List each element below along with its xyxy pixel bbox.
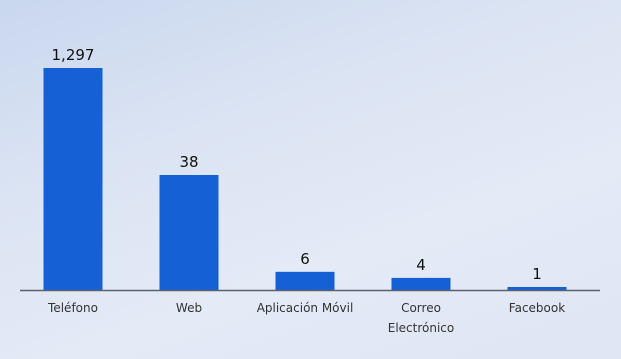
bar-4: [507, 286, 567, 290]
category-label-4: Facebook: [509, 301, 565, 315]
category-label-0: Teléfono: [47, 301, 98, 315]
value-label-3: 4: [416, 256, 426, 274]
category-label-4-line-0: Facebook: [509, 301, 565, 315]
category-label-3: Correo Electrónico: [388, 301, 455, 335]
bar-1: [159, 175, 219, 290]
bar-2: [275, 271, 335, 290]
value-label-4: 1: [532, 265, 542, 283]
category-labels-group: Teléfono Web Aplicación Móvil Correo Electró…: [47, 301, 565, 335]
category-label-1: Web: [176, 301, 202, 315]
category-label-2-line-0: Aplicación Móvil: [257, 301, 354, 315]
bar-0: [43, 68, 103, 290]
value-labels-group: 1,297 38 6 4 1: [52, 46, 542, 283]
category-label-1-line-0: Web: [176, 301, 202, 315]
value-label-2: 6: [300, 250, 310, 268]
bar-3: [391, 277, 451, 290]
bars-group: [43, 68, 567, 290]
category-label-3-line-0: Correo: [401, 301, 441, 315]
value-label-0: 1,297: [52, 46, 95, 64]
category-label-3-line-1: Electrónico: [388, 321, 455, 335]
category-label-2: Aplicación Móvil: [257, 301, 354, 315]
category-label-0-line-0: Teléfono: [47, 301, 98, 315]
value-label-1: 38: [179, 153, 198, 171]
